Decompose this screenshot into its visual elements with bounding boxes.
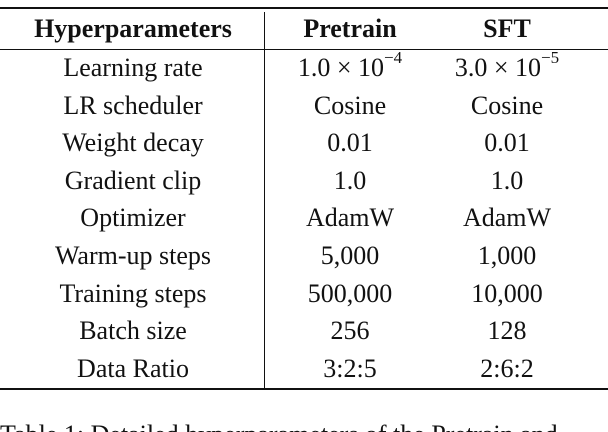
row-label: Optimizer — [80, 203, 186, 233]
value-cell: 256 — [330, 316, 370, 346]
row-label: Gradient clip — [64, 165, 202, 195]
header-cell: Pretrain — [303, 14, 397, 43]
header-cell: Hyperparameters — [34, 14, 232, 43]
row-label: Weight decay — [62, 128, 204, 158]
header-rule — [0, 49, 608, 51]
exponent: −4 — [384, 48, 403, 67]
value-cell: 3.0 × 10−5 — [454, 49, 559, 83]
value-cell: AdamW — [305, 203, 395, 233]
base: 3.0 × 10 — [454, 53, 542, 82]
header-cell: SFT — [483, 14, 531, 43]
value-cell: 128 — [487, 316, 527, 346]
value-cell: 10,000 — [471, 278, 543, 308]
row-label: LR scheduler — [63, 90, 203, 120]
row-label: Data Ratio — [77, 353, 189, 383]
value-cell: 5,000 — [320, 241, 380, 270]
row-label: Training steps — [59, 278, 207, 308]
row-label: Batch size — [79, 316, 187, 346]
column-separator — [264, 12, 266, 389]
value-cell: 1,000 — [477, 241, 537, 270]
caption: Table 1: Detailed hyperparameters of the… — [0, 420, 558, 432]
bottom-rule — [0, 388, 608, 390]
top-rule — [0, 7, 608, 9]
value-cell: 1.0 — [333, 165, 367, 195]
value-cell: AdamW — [462, 203, 552, 233]
value-cell: 0.01 — [327, 128, 373, 158]
exponent: −5 — [541, 48, 560, 67]
value-cell: 0.01 — [484, 128, 530, 158]
value-cell: 1.0 — [490, 165, 524, 195]
row-label: Learning rate — [63, 53, 203, 82]
value-cell: Cosine — [313, 90, 387, 120]
value-cell: 2:6:2 — [480, 353, 534, 383]
row-label: Warm-up steps — [54, 241, 212, 270]
value-cell: 500,000 — [307, 278, 393, 308]
value-cell: 1.0 × 10−4 — [297, 49, 402, 83]
value-cell: Cosine — [470, 90, 544, 120]
value-cell: 3:2:5 — [323, 353, 377, 383]
base: 1.0 × 10 — [297, 53, 385, 82]
